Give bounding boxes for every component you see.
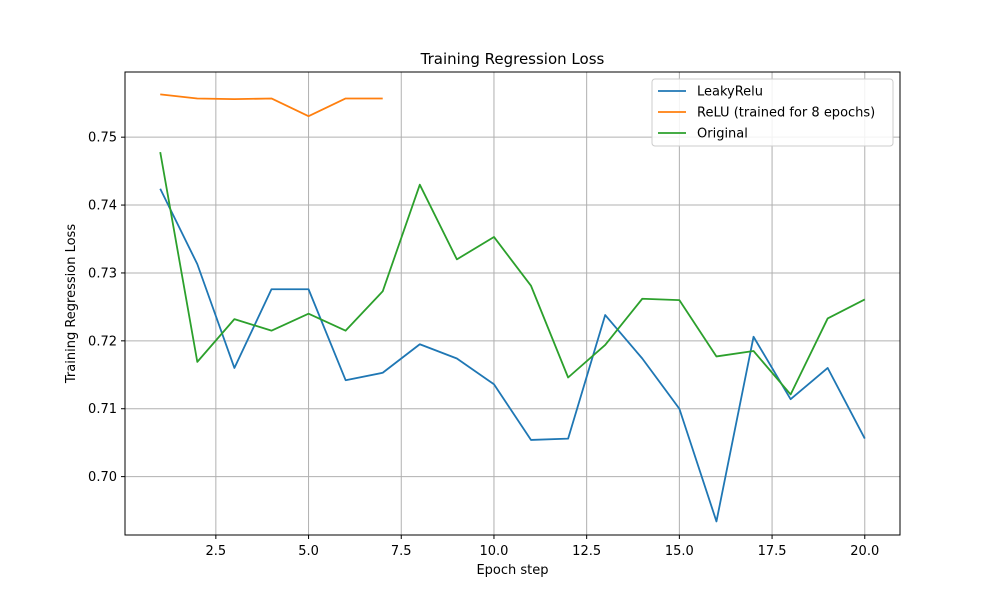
y-tick-label: 0.72	[88, 334, 117, 349]
y-axis-ticks: 0.70 0.71 0.72 0.73 0.74 0.75	[88, 131, 125, 485]
x-tick-label: 5.0	[298, 544, 319, 559]
legend-box	[651, 78, 894, 147]
series-line-leakyrelu	[159, 188, 866, 523]
legend-label: ReLU (trained for 8 epochs)	[697, 106, 875, 121]
y-tick-label: 0.73	[88, 266, 117, 281]
x-axis-ticks: 2.5 5.0 7.5 10.0 12.5 15.0 17.5 20.0	[206, 535, 879, 559]
y-tick-label: 0.74	[88, 199, 117, 214]
x-axis-label: Epoch step	[476, 563, 548, 578]
x-tick-label: 15.0	[665, 544, 694, 559]
series-line-relu-trained-for-8-epochs	[160, 93, 383, 118]
legend: LeakyRelu ReLU (trained for 8 epochs) Orig…	[651, 78, 894, 147]
series-line-original	[159, 151, 866, 396]
chart-title: Training Regression Loss	[420, 50, 605, 68]
x-tick-label: 20.0	[850, 544, 879, 559]
x-tick-label: 7.5	[391, 544, 412, 559]
x-tick-label: 10.0	[479, 544, 508, 559]
plot-frame	[124, 71, 901, 536]
y-tick-label: 0.75	[88, 131, 117, 146]
y-axis-label: Training Regression Loss	[64, 224, 79, 384]
series-lines	[159, 93, 866, 523]
x-tick-label: 17.5	[758, 544, 787, 559]
y-tick-label: 0.71	[88, 402, 117, 417]
x-tick-label: 2.5	[206, 544, 227, 559]
y-tick-label: 0.70	[88, 470, 117, 485]
legend-label: LeakyRelu	[697, 85, 763, 100]
x-tick-label: 12.5	[572, 544, 601, 559]
legend-label: Original	[697, 127, 748, 142]
